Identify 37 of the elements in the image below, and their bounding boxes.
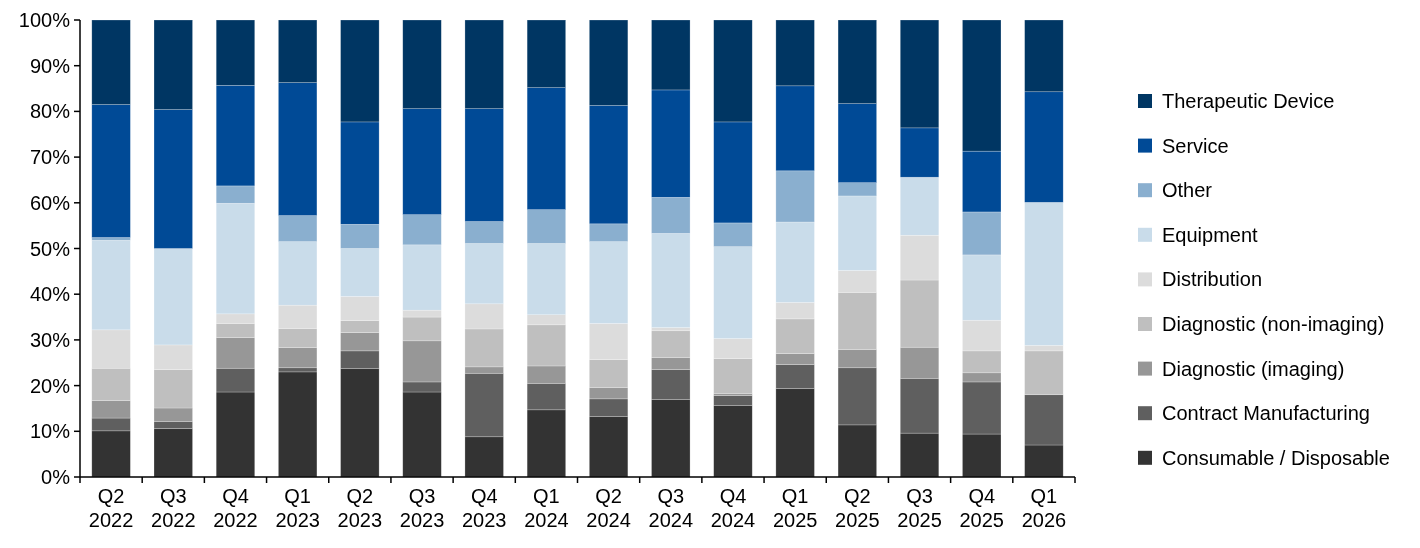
y-tick-label: 70%	[29, 146, 71, 169]
legend-label: Distribution	[1162, 268, 1263, 291]
y-tick-label: 100%	[18, 9, 71, 31]
legend-label: Therapeutic Device	[1162, 90, 1335, 112]
x-tick-label: Q3 2025	[897, 485, 942, 531]
legend-label: Contract Manufacturing	[1162, 402, 1370, 425]
x-tick-label: Q1 2025	[772, 485, 818, 531]
legend-label: Other	[1162, 179, 1213, 202]
y-tick-label: 10%	[29, 420, 71, 443]
legend-label: Equipment	[1162, 223, 1259, 246]
bar	[278, 371, 318, 478]
y-tick-label: 30%	[29, 328, 71, 351]
x-tick-label: Q4 2025	[959, 485, 1004, 531]
y-tick-label: 60%	[29, 191, 71, 214]
x-tick-label: Q2 2023	[337, 485, 383, 531]
x-tick-label: Q4 2023	[461, 485, 507, 531]
legend-label: Diagnostic (imaging)	[1162, 357, 1345, 380]
x-tick-label: Q4 2022	[213, 485, 258, 531]
x-tick-label: Q1 2024	[524, 485, 569, 531]
x-tick-label: Q1 2023	[275, 485, 320, 531]
y-tick-label: 0%	[41, 466, 71, 488]
x-tick-label: Q2 2024	[586, 485, 631, 531]
x-tick-label: Q3 2024	[648, 485, 694, 531]
legend-label: Diagnostic (non-imaging)	[1162, 313, 1385, 335]
x-tick-label: Q2 2022	[88, 485, 134, 531]
y-tick-label: 90%	[29, 54, 71, 77]
y-tick-label: 80%	[29, 100, 71, 123]
y-tick-label: 50%	[29, 237, 71, 260]
y-tick-label: 20%	[29, 374, 71, 397]
x-tick-label: Q4 2024	[710, 485, 756, 531]
x-tick-label: Q1 2026	[1021, 485, 1067, 531]
x-tick-label: Q3 2022	[151, 485, 196, 531]
x-tick-label: Q2 2025	[835, 485, 880, 531]
y-tick-label: 40%	[29, 283, 71, 306]
x-tick-label: Q3 2023	[399, 485, 445, 531]
legend-label: Consumable / Disposable	[1162, 446, 1390, 469]
legend-label: Service	[1162, 134, 1229, 157]
